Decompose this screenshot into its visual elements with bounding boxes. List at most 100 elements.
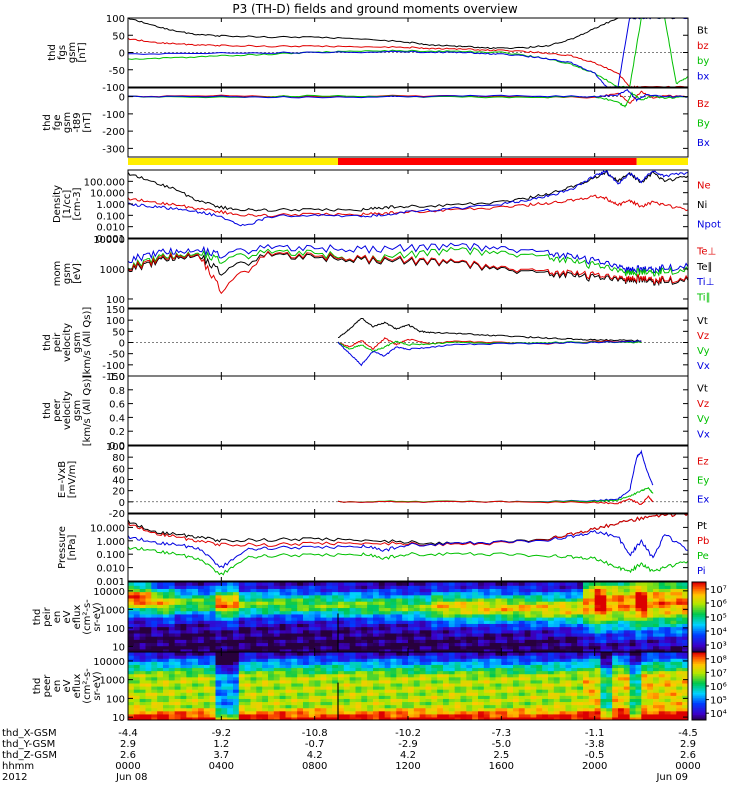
heatmap-cell: [238, 695, 246, 699]
heatmap-cell: [501, 701, 508, 706]
heatmap-cell: [571, 655, 578, 659]
heatmap-cell: [209, 673, 217, 678]
heatmap-cell: [291, 594, 298, 599]
heatmap-cell: [227, 673, 234, 678]
heatmap-cell: [256, 686, 263, 690]
heatmap-cell: [454, 623, 462, 628]
heatmap-cell: [466, 667, 473, 672]
heatmap-cell: [273, 670, 281, 675]
heatmap-cell: [378, 667, 386, 672]
heatmap-cell: [396, 604, 403, 609]
heatmap-cell: [658, 682, 666, 687]
heatmap-cell: [454, 658, 462, 662]
heatmap-cell: [460, 655, 467, 659]
heatmap-cell: [647, 695, 654, 699]
heatmap-cell: [460, 667, 467, 672]
heatmap-cell: [548, 652, 555, 656]
heatmap-cell: [647, 692, 654, 696]
heatmap-cell: [583, 698, 590, 703]
heatmap-cell: [542, 626, 549, 631]
heatmap-cell: [192, 591, 199, 596]
heatmap-cell: [513, 639, 520, 644]
heatmap-cell: [367, 607, 374, 612]
heatmap-cell: [250, 652, 257, 656]
heatmap-cell: [513, 682, 520, 687]
heatmap-cell: [133, 645, 141, 650]
heatmap-cell: [256, 652, 263, 656]
heatmap-cell: [658, 636, 666, 640]
heatmap-cell: [606, 601, 613, 605]
heatmap-cell: [256, 617, 263, 621]
panel-frame: [127, 375, 689, 446]
colorbar-segment: [692, 625, 706, 628]
legend-entry: Npot: [697, 219, 721, 230]
heatmap-cell: [658, 655, 666, 659]
heatmap-cell: [203, 664, 211, 669]
heatmap-cell: [244, 704, 252, 709]
heatmap-cell: [378, 689, 386, 693]
colorbar-segment: [692, 679, 706, 682]
heatmap-cell: [151, 661, 158, 665]
heatmap-cell: [571, 642, 578, 647]
heatmap-cell: [198, 682, 205, 687]
heatmap-cell: [623, 639, 631, 644]
colorbar-segment: [692, 701, 706, 704]
heatmap-cell: [559, 710, 567, 715]
heatmap-cell: [244, 601, 252, 605]
heatmap-cell: [507, 713, 514, 718]
heatmap-cell: [163, 607, 170, 612]
heatmap-cell: [139, 645, 147, 650]
heatmap-cell: [542, 588, 549, 593]
heatmap-cell: [629, 667, 637, 672]
heatmap-cell: [460, 652, 467, 656]
heatmap-cell: [244, 664, 252, 669]
heatmap-cell: [273, 585, 281, 589]
heatmap-cell: [227, 636, 234, 640]
heatmap-cell: [139, 658, 147, 662]
heatmap-cell: [542, 591, 549, 596]
heatmap-cell: [384, 645, 392, 650]
heatmap-cell: [349, 695, 357, 699]
heatmap-cell: [133, 652, 141, 656]
heatmap-cell: [565, 582, 572, 586]
heatmap-cell: [396, 585, 403, 589]
heatmap-cell: [291, 629, 298, 634]
heatmap-cell: [413, 620, 421, 624]
heatmap-cell: [145, 645, 152, 650]
heatmap-cell: [174, 710, 182, 715]
heatmap-cell: [174, 617, 182, 621]
heatmap-cell: [390, 673, 397, 678]
heatmap-cell: [448, 673, 456, 678]
heatmap-cell: [448, 585, 456, 589]
heatmap-cell: [326, 682, 333, 687]
heatmap-cell: [157, 682, 164, 687]
heatmap-cell: [250, 658, 257, 662]
heatmap-cell: [647, 639, 654, 644]
heatmap-cell: [250, 642, 257, 647]
heatmap-cell: [396, 582, 403, 586]
heatmap-cell: [145, 698, 152, 703]
heatmap-cell: [507, 676, 514, 681]
heatmap-cell: [548, 713, 555, 718]
heatmap-cell: [454, 591, 462, 596]
heatmap-cell: [314, 686, 322, 690]
heatmap-cell: [314, 601, 322, 605]
heatmap-cell: [250, 670, 257, 675]
y-axis-label-line: sr-eV): [92, 602, 103, 631]
x-axis-value: 2.6: [680, 750, 696, 761]
heatmap-cell: [536, 679, 543, 684]
heatmap-cell: [285, 658, 292, 662]
heatmap-cell: [378, 692, 386, 696]
heatmap-cell: [437, 588, 444, 593]
heatmap-cell: [553, 617, 561, 621]
heatmap-cell: [472, 613, 479, 618]
heatmap-cell: [507, 673, 514, 678]
heatmap-cell: [653, 623, 660, 628]
heatmap-cell: [390, 679, 397, 684]
heatmap-cell: [128, 601, 135, 605]
heatmap-cell: [600, 670, 607, 675]
heatmap-cell: [565, 676, 572, 681]
heatmap-cell: [355, 658, 362, 662]
heatmap-cell: [635, 707, 642, 712]
heatmap-cell: [256, 701, 263, 706]
